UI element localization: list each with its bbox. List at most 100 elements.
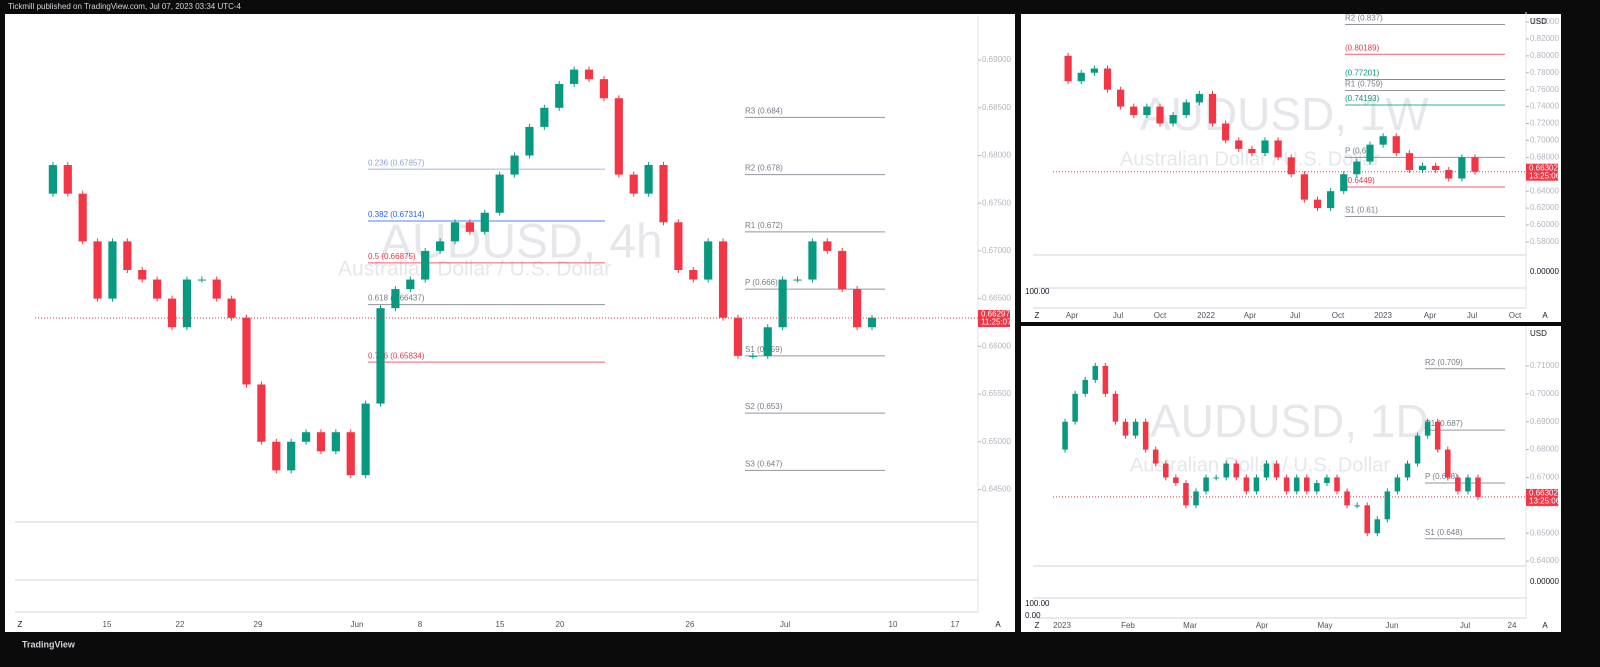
candle-body bbox=[197, 279, 206, 281]
x-tick-label: 26 bbox=[686, 620, 695, 629]
candle-body bbox=[1432, 165, 1440, 171]
candle-body bbox=[480, 212, 489, 232]
candle-body bbox=[257, 384, 266, 442]
level-label: R1 (0.687) bbox=[1425, 419, 1463, 428]
footer-logo: TradingView bbox=[22, 639, 76, 649]
level-label: S2 (0.653) bbox=[745, 402, 783, 411]
candle-body bbox=[763, 327, 772, 356]
x-tick-label: Jul bbox=[1290, 311, 1300, 320]
panel-bottom-right bbox=[1021, 326, 1561, 632]
candle-body bbox=[1195, 93, 1203, 103]
candle-body bbox=[1142, 421, 1149, 450]
y-tick-label: 0.66000 bbox=[982, 341, 1011, 350]
last-price-label: 0.66302 bbox=[1529, 489, 1558, 498]
oscillator-label: 0.00000 bbox=[1530, 267, 1559, 276]
candle-body bbox=[1471, 157, 1479, 172]
candle-body bbox=[182, 279, 192, 328]
candle-body bbox=[1273, 463, 1280, 478]
candle-body bbox=[1193, 491, 1199, 506]
candle-body bbox=[272, 441, 281, 471]
candle-body bbox=[867, 317, 877, 328]
candle-body bbox=[1062, 421, 1068, 450]
x-tick-label: Mar bbox=[1183, 621, 1197, 630]
candle-body bbox=[1455, 477, 1461, 492]
level-label: R2 (0.678) bbox=[745, 164, 783, 173]
level-label: R1 (0.759) bbox=[1345, 80, 1383, 89]
last-price-label: 0.66302 bbox=[1529, 163, 1558, 172]
candle-body bbox=[1392, 136, 1400, 154]
x-tick-label: 24 bbox=[1508, 621, 1517, 630]
candle-body bbox=[78, 193, 87, 242]
candle-body bbox=[644, 165, 653, 194]
y-tick-label: 0.65500 bbox=[982, 389, 1011, 398]
candle-body bbox=[465, 222, 474, 232]
x-tick-label: Jul bbox=[780, 620, 790, 629]
y-tick-label: 0.64000 bbox=[1530, 556, 1559, 565]
oscillator-label: 100.00 bbox=[1025, 287, 1050, 296]
y-tick-label: 0.68500 bbox=[982, 103, 1011, 112]
candle-body bbox=[748, 355, 757, 357]
countdown-label: 13:25:06 bbox=[1529, 497, 1561, 506]
candle-body bbox=[1300, 174, 1308, 200]
candle-body bbox=[1404, 463, 1411, 478]
candle-body bbox=[1364, 505, 1370, 534]
candle-body bbox=[123, 241, 132, 270]
candle-body bbox=[555, 83, 564, 108]
y-tick-label: 0.67500 bbox=[982, 198, 1011, 207]
y-tick-label: 0.67000 bbox=[1530, 473, 1559, 482]
candle-body bbox=[1283, 477, 1290, 492]
candle-body bbox=[1293, 477, 1300, 492]
y-tick-label: 0.64000 bbox=[1530, 186, 1559, 195]
level-label: S1 (0.648) bbox=[1425, 528, 1463, 537]
corner-button: Z bbox=[18, 620, 23, 629]
y-tick-label: 0.64500 bbox=[982, 485, 1011, 494]
level-label: P (0.668) bbox=[1425, 472, 1458, 481]
candle-body bbox=[1223, 463, 1229, 478]
last-price-label: 0.66297 bbox=[981, 310, 1010, 319]
countdown-label: 11:25:07 bbox=[981, 318, 1012, 327]
x-tick-label: 15 bbox=[103, 620, 112, 629]
candle-body bbox=[510, 155, 519, 175]
candle-body bbox=[1344, 491, 1350, 506]
y-tick-label: 0.82000 bbox=[1530, 34, 1559, 43]
candle-body bbox=[674, 222, 683, 270]
x-tick-label: Apr bbox=[1256, 621, 1269, 630]
candle-body bbox=[450, 222, 460, 242]
candle-body bbox=[1379, 136, 1387, 145]
candle-body bbox=[1169, 115, 1177, 124]
countdown-label: 13:25:06 bbox=[1529, 171, 1561, 180]
candle-body bbox=[1394, 477, 1401, 492]
candle-body bbox=[1287, 157, 1295, 175]
x-tick-label: 22 bbox=[176, 620, 185, 629]
candle-body bbox=[242, 317, 251, 385]
watermark-subtitle: Australian Dollar / U.S. Dollar bbox=[1130, 454, 1390, 476]
candle-body bbox=[346, 432, 355, 476]
candle-body bbox=[584, 69, 594, 80]
axis-unit: USD bbox=[1530, 329, 1547, 338]
level-label: S3 (0.647) bbox=[745, 459, 783, 468]
candle-body bbox=[1354, 505, 1360, 507]
candle-body bbox=[1233, 463, 1240, 478]
candle-body bbox=[1235, 140, 1243, 149]
candle-body bbox=[1324, 477, 1330, 484]
level-label: S1 (0.61) bbox=[1345, 206, 1378, 215]
level-label: 0.786 (0.65834) bbox=[368, 351, 425, 360]
candle-body bbox=[1092, 365, 1099, 380]
candle-body bbox=[823, 241, 832, 251]
candle-body bbox=[93, 241, 102, 299]
corner-button: A bbox=[995, 620, 1001, 629]
y-tick-label: 0.68000 bbox=[982, 151, 1011, 160]
y-tick-label: 0.78000 bbox=[1530, 68, 1559, 77]
x-tick-label: Feb bbox=[1121, 621, 1135, 630]
x-tick-label: Jun bbox=[1386, 621, 1399, 630]
level-label: R1 (0.672) bbox=[745, 221, 783, 230]
candle-body bbox=[808, 241, 817, 280]
candle-body bbox=[599, 79, 609, 99]
x-tick-label: Jul bbox=[1460, 621, 1470, 630]
x-tick-label: Oct bbox=[1154, 311, 1167, 320]
level-label: R2 (0.837) bbox=[1345, 14, 1383, 23]
candle-body bbox=[1353, 161, 1361, 175]
candle-body bbox=[1384, 491, 1391, 520]
candle-body bbox=[704, 241, 713, 280]
last-price-box bbox=[978, 309, 1010, 327]
